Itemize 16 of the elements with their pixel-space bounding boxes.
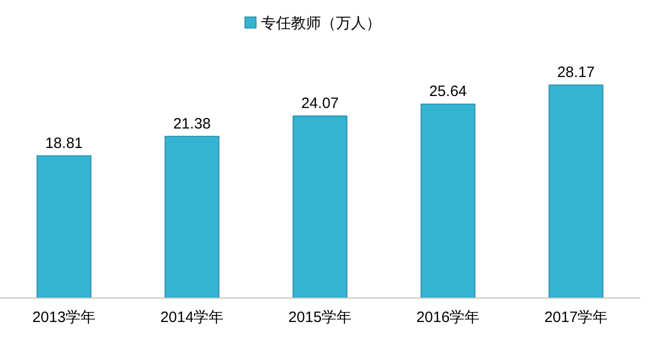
data-label: 28.17	[557, 64, 595, 81]
data-label: 18.81	[45, 134, 83, 152]
x-tick-label: 2016学年	[416, 309, 480, 326]
data-label: 21.38	[173, 115, 211, 132]
x-tick-label: 2013学年	[32, 309, 96, 326]
x-tick-label: 2017学年	[544, 309, 608, 326]
x-tick-label: 2015学年	[288, 309, 352, 326]
legend-label: 专任教师（万人）	[261, 15, 381, 32]
bar	[292, 116, 348, 298]
x-tick-label: 2014学年	[160, 309, 224, 326]
data-label: 24.07	[301, 95, 339, 112]
bar	[548, 84, 604, 298]
data-label: 25.64	[429, 83, 467, 100]
bar	[420, 104, 476, 298]
bar	[36, 155, 92, 298]
bar	[164, 136, 220, 298]
